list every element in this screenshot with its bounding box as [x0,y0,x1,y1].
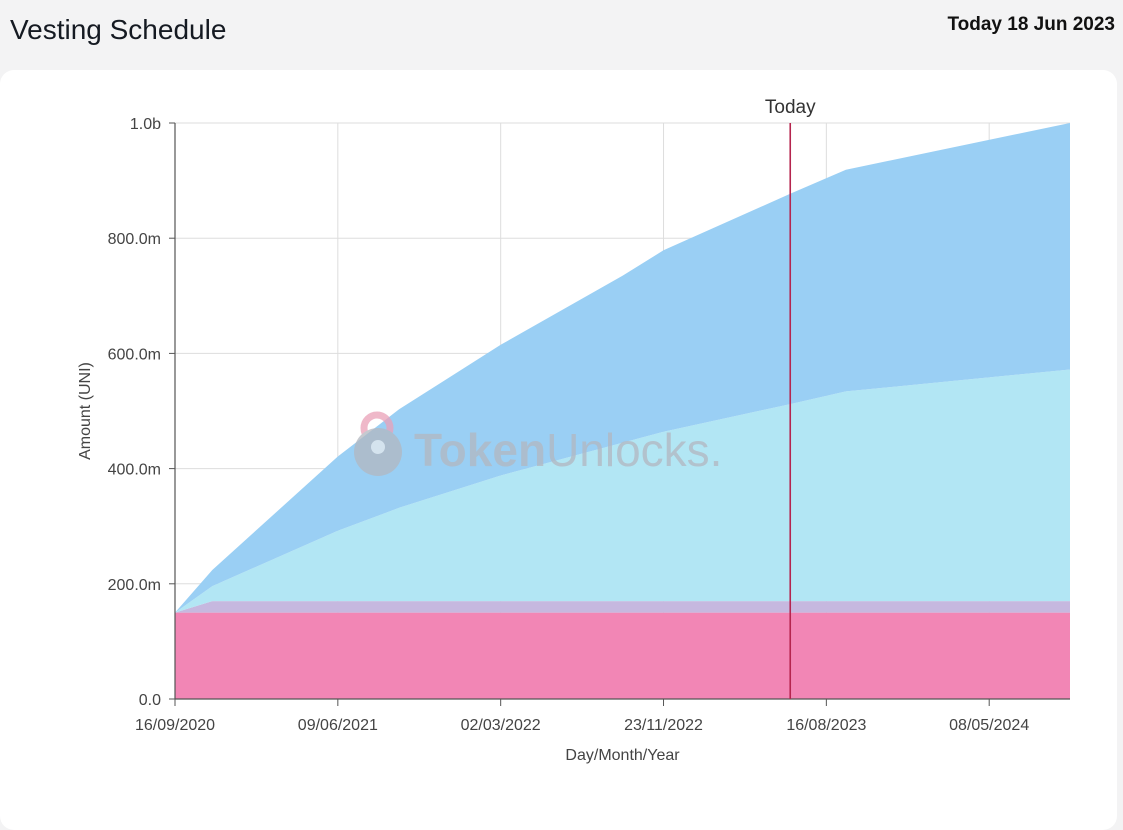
today-marker-label: Today [765,97,816,118]
tick-labels: 0.0 200.0m 400.0m 600.0m 800.0m 1.0b 16/09/202… [108,116,1030,734]
axes [174,123,1070,700]
x-tick-label: 02/03/2022 [461,717,541,734]
x-axis-title: Day/Month/Year [565,747,680,764]
x-tick-label: 08/05/2024 [949,717,1029,734]
x-tick-label: 16/08/2023 [786,717,866,734]
vesting-chart: TokenUnlocks. Today 0.0 200.0m 400.0m 600.0… [77,97,1070,764]
watermark-brand-light: Unlocks. [546,424,722,476]
area-series-4 [175,123,1070,613]
y-tick-label: 0.0 [139,692,161,709]
svg-text:TokenUnlocks.: TokenUnlocks. [414,424,722,476]
area-series [175,123,1070,699]
y-tick-label: 800.0m [108,231,161,248]
today-date-label: Today 18 Jun 2023 [947,14,1115,35]
lock-keyhole-icon [371,440,385,454]
x-tick-label: 09/06/2021 [298,717,378,734]
y-tick-label: 1.0b [130,116,161,133]
area-series-3 [175,369,1070,613]
area-series-1 [175,612,1070,699]
today-marker: Today [765,97,816,699]
tokenunlocks-watermark: TokenUnlocks. [354,411,722,476]
watermark-brand-bold: Token [414,424,546,476]
x-tick-label: 23/11/2022 [624,717,703,734]
y-tick-label: 400.0m [108,462,161,479]
area-series-2 [175,601,1070,613]
y-tick-label: 200.0m [108,577,161,594]
x-tick-label: 16/09/2020 [135,717,215,734]
page-title: Vesting Schedule [10,14,227,45]
y-tick-label: 600.0m [108,346,161,363]
y-axis-title: Amount (UNI) [77,362,94,460]
